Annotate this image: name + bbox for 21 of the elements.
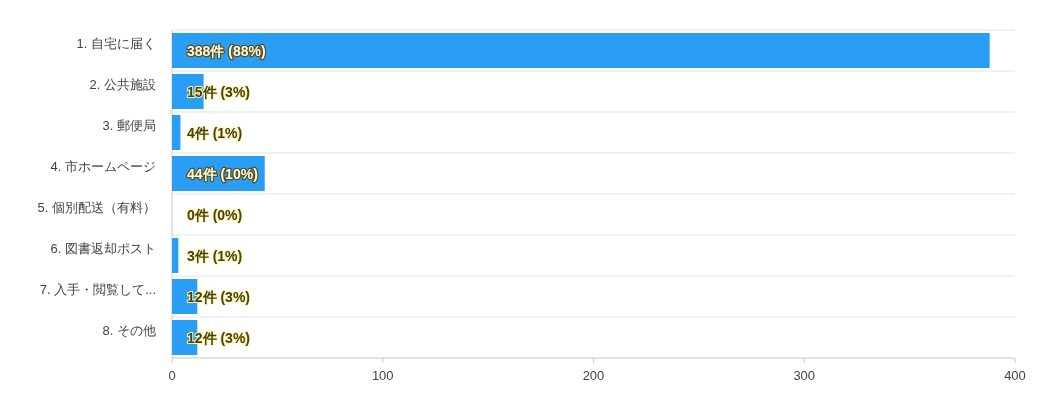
y-tick-label: 3. 郵便局 — [102, 117, 156, 133]
data-label: 3件 (1%) — [187, 247, 243, 264]
bar — [172, 33, 990, 68]
bar — [172, 238, 179, 273]
y-tick-label: 8. その他 — [102, 322, 156, 338]
x-tick-label: 400 — [1004, 368, 1026, 383]
y-tick-label: 1. 自宅に届く — [76, 35, 156, 51]
y-tick-label: 2. 公共施設 — [89, 76, 156, 92]
data-label: 4件 (1%) — [187, 124, 243, 141]
data-label: 44件 (10%) — [187, 165, 258, 182]
x-tick-label: 300 — [793, 368, 816, 383]
y-tick-label: 6. 図書返却ポスト — [50, 240, 156, 256]
x-tick-label: 0 — [168, 368, 176, 383]
y-tick-label: 7. 入手・閲覧して... — [39, 281, 156, 297]
y-tick-label: 5. 個別配送（有料） — [37, 199, 156, 215]
data-label: 0件 (0%) — [187, 206, 243, 223]
x-tick-label: 200 — [582, 368, 605, 383]
data-label: 388件 (88%) — [187, 42, 266, 59]
x-tick-label: 100 — [371, 368, 394, 383]
y-tick-label: 4. 市ホームページ — [50, 158, 156, 174]
bar — [172, 115, 181, 150]
